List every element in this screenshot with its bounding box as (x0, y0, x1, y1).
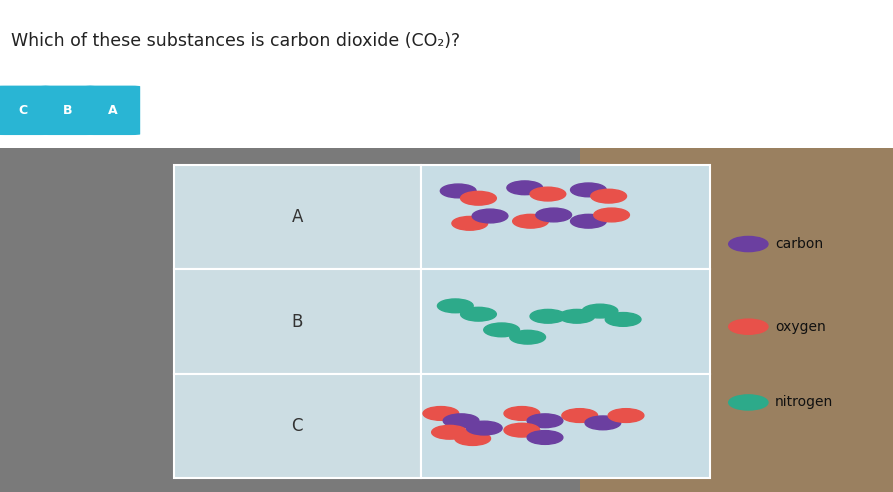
Circle shape (729, 319, 768, 334)
FancyBboxPatch shape (0, 86, 51, 135)
Circle shape (527, 414, 563, 428)
Text: C: C (292, 417, 303, 435)
Circle shape (461, 308, 497, 321)
FancyBboxPatch shape (580, 148, 893, 492)
Circle shape (729, 237, 768, 251)
Circle shape (605, 312, 641, 326)
Circle shape (504, 423, 539, 437)
Circle shape (530, 187, 566, 201)
Circle shape (594, 208, 630, 222)
Circle shape (510, 330, 546, 344)
FancyBboxPatch shape (174, 269, 421, 374)
Circle shape (571, 183, 606, 197)
Circle shape (608, 409, 644, 423)
FancyBboxPatch shape (85, 86, 140, 135)
Circle shape (530, 309, 566, 323)
Circle shape (513, 215, 548, 228)
Circle shape (466, 421, 502, 435)
Circle shape (527, 430, 563, 444)
Circle shape (440, 184, 476, 198)
Circle shape (443, 414, 479, 428)
Circle shape (504, 406, 539, 420)
Text: A: A (108, 104, 117, 117)
Circle shape (585, 416, 621, 430)
FancyBboxPatch shape (174, 165, 421, 269)
Circle shape (431, 426, 467, 439)
Text: B: B (63, 104, 72, 117)
Circle shape (438, 299, 473, 313)
Circle shape (461, 191, 497, 205)
Circle shape (455, 431, 490, 445)
Circle shape (507, 181, 543, 195)
Circle shape (423, 406, 459, 420)
Text: carbon: carbon (775, 237, 823, 251)
Circle shape (562, 409, 597, 423)
Text: Which of these substances is carbon dioxide (CO₂)?: Which of these substances is carbon diox… (11, 31, 460, 50)
Text: C: C (19, 104, 28, 117)
FancyBboxPatch shape (174, 374, 421, 478)
Circle shape (484, 323, 520, 337)
Circle shape (559, 309, 595, 323)
Circle shape (582, 304, 618, 318)
FancyBboxPatch shape (421, 374, 710, 478)
Circle shape (571, 215, 606, 228)
FancyBboxPatch shape (421, 269, 710, 374)
Circle shape (472, 209, 508, 223)
FancyBboxPatch shape (40, 86, 96, 135)
FancyBboxPatch shape (421, 165, 710, 269)
Text: oxygen: oxygen (775, 320, 826, 334)
Circle shape (729, 395, 768, 410)
Text: A: A (292, 208, 303, 226)
Circle shape (452, 216, 488, 230)
Circle shape (591, 189, 627, 203)
FancyBboxPatch shape (0, 148, 580, 492)
Text: B: B (292, 312, 303, 331)
Circle shape (536, 208, 572, 222)
Text: nitrogen: nitrogen (775, 396, 833, 409)
